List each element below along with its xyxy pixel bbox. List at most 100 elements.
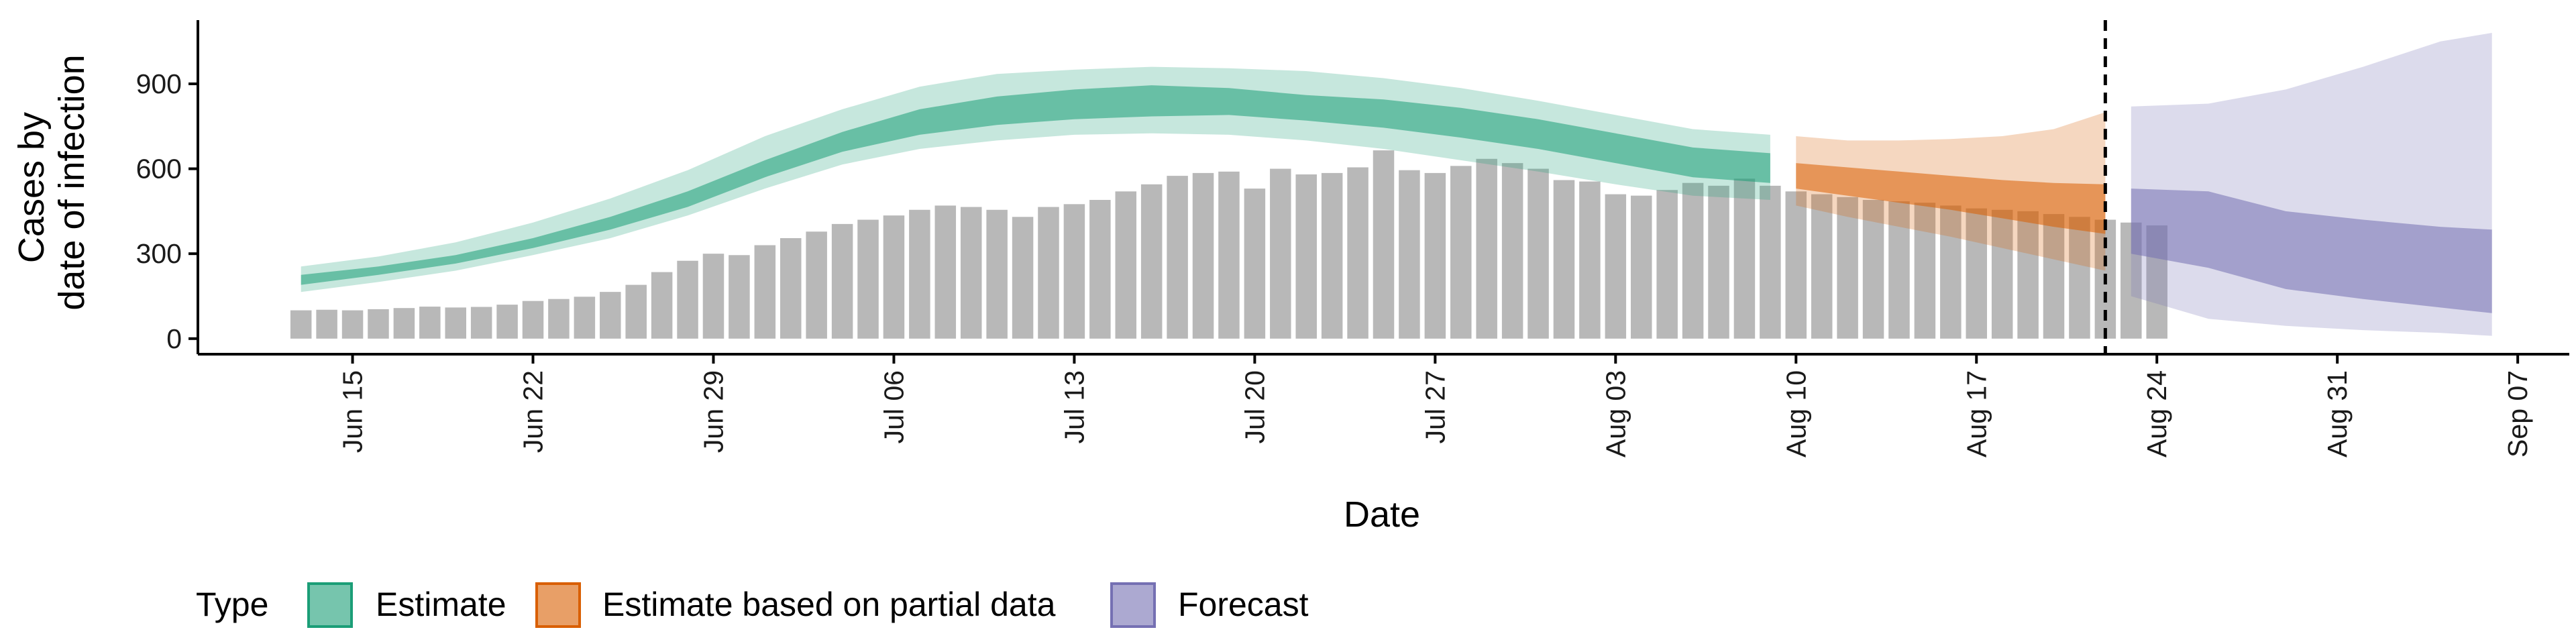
legend-key-forecast bbox=[1110, 582, 1156, 628]
case-bar bbox=[1862, 199, 1884, 339]
legend-key-estimate bbox=[307, 582, 353, 628]
x-axis-title: Date bbox=[1344, 494, 1420, 535]
y-axis-ticks: 0 300 600 900 bbox=[136, 68, 198, 354]
case-bar bbox=[1450, 166, 1472, 339]
case-bar bbox=[1553, 180, 1575, 339]
x-tick-label: Aug 03 bbox=[1600, 370, 1631, 458]
ribbon-inner-estimate-based-on-partial-data bbox=[1796, 163, 2106, 234]
case-bar bbox=[548, 299, 570, 339]
case-bar bbox=[831, 223, 853, 339]
case-bar bbox=[522, 301, 544, 339]
y-tick-label: 600 bbox=[136, 154, 182, 184]
legend-label-estimate: Estimate bbox=[376, 586, 506, 623]
legend-label-partial: Estimate based on partial data bbox=[602, 586, 1056, 623]
ribbon-inner-forecast bbox=[2131, 189, 2492, 313]
estimate-ribbons bbox=[301, 33, 2492, 336]
case-bar bbox=[368, 309, 389, 339]
x-tick-label: Jun 29 bbox=[698, 370, 729, 453]
case-bar bbox=[2017, 211, 2039, 339]
y-tick-label: 300 bbox=[136, 238, 182, 269]
legend-item-partial: Estimate based on partial data bbox=[535, 582, 1056, 628]
case-bar bbox=[1914, 203, 1936, 339]
case-bar bbox=[2069, 217, 2090, 339]
case-bar bbox=[470, 307, 492, 339]
case-bar bbox=[909, 209, 930, 339]
x-tick-label: Aug 24 bbox=[2141, 370, 2172, 458]
case-bar bbox=[1270, 168, 1291, 339]
legend: Type Estimate Estimate based on partial … bbox=[196, 582, 1309, 628]
case-bar bbox=[1399, 170, 1420, 339]
case-bar bbox=[1656, 190, 1678, 339]
case-bar bbox=[1708, 185, 1729, 339]
case-bar bbox=[445, 307, 466, 339]
case-bar bbox=[1140, 184, 1163, 339]
x-tick-label: Jun 15 bbox=[337, 370, 368, 453]
case-bar bbox=[316, 309, 337, 339]
case-bar bbox=[780, 237, 802, 339]
case-bar bbox=[1218, 171, 1240, 339]
case-bar bbox=[2043, 214, 2065, 339]
case-bar bbox=[1295, 174, 1317, 339]
case-bar bbox=[393, 308, 415, 339]
x-tick-label: Jul 13 bbox=[1059, 370, 1089, 443]
case-bar bbox=[1733, 178, 1756, 339]
legend-item-forecast: Forecast bbox=[1110, 582, 1309, 628]
x-tick-label: Jul 27 bbox=[1419, 370, 1450, 443]
y-axis-title-line-1: Cases by bbox=[11, 112, 52, 263]
x-tick-label: Aug 10 bbox=[1780, 370, 1811, 458]
case-bar bbox=[496, 305, 518, 339]
x-tick-label: Aug 17 bbox=[1961, 370, 1992, 458]
x-tick-label: Jun 22 bbox=[518, 370, 549, 453]
case-bar bbox=[1888, 201, 1910, 339]
case-bar bbox=[1192, 172, 1214, 339]
legend-item-estimate: Estimate bbox=[307, 582, 506, 628]
x-tick-label: Jul 20 bbox=[1239, 370, 1270, 443]
case-bar bbox=[883, 215, 905, 339]
reported-cases-bars bbox=[290, 150, 2167, 339]
case-bar bbox=[1811, 194, 1833, 339]
case-bar bbox=[1167, 176, 1188, 339]
case-bar bbox=[1089, 199, 1111, 339]
case-bar bbox=[1837, 197, 1858, 339]
case-bar bbox=[677, 260, 698, 339]
case-bar bbox=[1682, 182, 1704, 339]
legend-key-partial bbox=[535, 582, 581, 628]
case-bar bbox=[806, 231, 827, 339]
case-bar bbox=[1115, 191, 1137, 339]
case-bar bbox=[1785, 191, 1807, 339]
case-bar bbox=[1940, 205, 1962, 339]
case-bar bbox=[1038, 207, 1059, 339]
case-bar bbox=[1605, 194, 1627, 339]
case-bar bbox=[1063, 204, 1085, 339]
case-bar bbox=[1579, 181, 1601, 339]
case-bar bbox=[1347, 167, 1368, 339]
legend-title: Type bbox=[196, 586, 268, 623]
case-bar bbox=[1321, 172, 1343, 339]
case-bar bbox=[729, 255, 750, 339]
case-bar bbox=[574, 297, 596, 339]
case-bar bbox=[600, 292, 621, 339]
case-bar bbox=[934, 205, 957, 339]
case-bar bbox=[625, 284, 647, 339]
case-bar bbox=[1630, 195, 1652, 339]
case-bar bbox=[702, 254, 724, 339]
case-bar bbox=[986, 209, 1008, 339]
case-bar bbox=[1991, 209, 2013, 339]
plot-area bbox=[290, 20, 2492, 354]
axes: 0 300 600 900 Jun 15 Jun 22 Jun 29 Jul 06 Jul 1… bbox=[136, 20, 2569, 458]
legend-label-forecast: Forecast bbox=[1178, 586, 1309, 623]
x-tick-label: Jul 06 bbox=[878, 370, 909, 443]
x-tick-label: Aug 31 bbox=[2322, 370, 2353, 458]
y-axis-title-line-2: date of infection bbox=[52, 54, 92, 310]
case-bar bbox=[960, 207, 982, 339]
case-bar bbox=[1527, 168, 1549, 339]
case-bar bbox=[1424, 172, 1446, 339]
case-bar bbox=[1476, 158, 1497, 339]
y-tick-label: 900 bbox=[136, 68, 182, 99]
y-tick-label: 0 bbox=[166, 323, 182, 354]
case-bar bbox=[1012, 217, 1034, 339]
case-bar bbox=[754, 245, 776, 339]
case-bar bbox=[290, 310, 312, 339]
case-bar bbox=[651, 272, 673, 339]
